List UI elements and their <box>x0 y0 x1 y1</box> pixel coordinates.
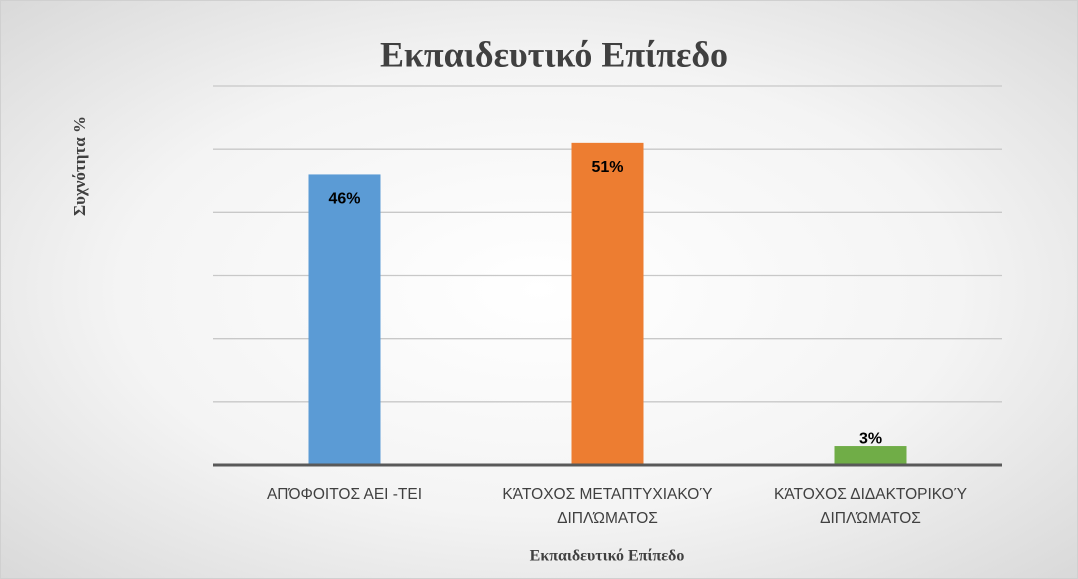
data-label: 46% <box>328 191 360 208</box>
bar <box>834 446 907 465</box>
bar <box>571 142 644 465</box>
y-axis-label: Συχνότητα % <box>70 116 89 216</box>
data-label: 3% <box>859 430 882 447</box>
bar <box>308 174 381 465</box>
chart-title: Εκπαιδευτικό Επίπεδο <box>380 34 728 74</box>
x-tick-label: ΚΆΤΟΧΟΣ ΔΙΔΑΚΤΟΡΙΚΟΎ ΔΙΠΛΏΜΑΤΟΣ <box>774 486 967 527</box>
x-tick-label: ΚΆΤΟΧΟΣ ΜΕΤΑΠΤΥΧΙΑΚΟΎ ΔΙΠΛΏΜΑΤΟΣ <box>502 486 713 527</box>
data-label: 51% <box>591 159 623 176</box>
x-axis-label: Εκπαιδευτικό Επίπεδο <box>530 548 685 565</box>
x-tick-label: ΑΠΌΦΟΙΤΟΣ ΑΕΙ -ΤΕΙ <box>266 486 423 503</box>
